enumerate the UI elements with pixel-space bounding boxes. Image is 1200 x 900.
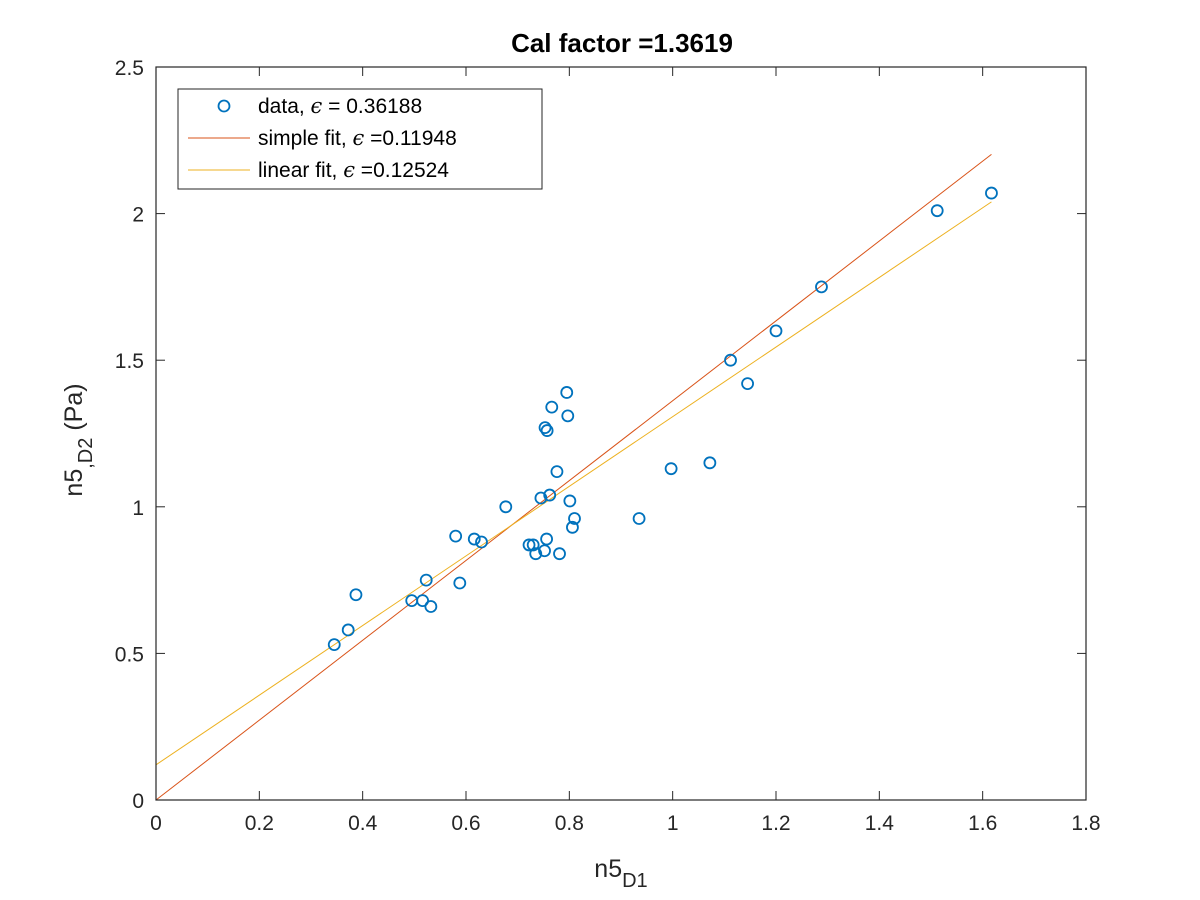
linear-fit-line xyxy=(155,201,992,766)
data-point xyxy=(741,377,754,391)
x-tick-label: 1.4 xyxy=(865,812,895,835)
data-point xyxy=(534,491,548,505)
legend-label-simple-fit-epsilon: ϵ xyxy=(353,126,365,150)
data-point xyxy=(327,638,341,652)
legend-marker-data xyxy=(217,99,231,113)
data-point xyxy=(526,538,540,552)
x-tick-label: 1.6 xyxy=(968,812,997,835)
data-point xyxy=(930,204,944,218)
legend-label-data-epsilon: ϵ xyxy=(311,94,323,118)
data-point xyxy=(453,576,467,590)
x-tick-label: 0.6 xyxy=(451,812,480,835)
data-point xyxy=(724,353,737,367)
y-axis-label: n5,D2 (Pa) xyxy=(60,383,97,496)
x-tick-label: 1 xyxy=(667,812,679,835)
legend-label-linear-fit-value: =0.12524 xyxy=(355,159,449,182)
legend-label-linear-fit-prefix: linear fit, xyxy=(258,159,343,182)
data-point xyxy=(538,544,551,558)
legend-label-simple-fit-value: =0.11948 xyxy=(364,127,456,150)
x-tick-label: 1.2 xyxy=(761,812,790,835)
data-point xyxy=(467,532,481,546)
legend-entry-simple-fit: simple fit, ϵ =0.11948 xyxy=(188,126,457,150)
x-tick-label: 0.2 xyxy=(245,812,274,835)
legend-label-simple-fit-prefix: simple fit, xyxy=(258,127,353,150)
x-axis-label: n5D1 xyxy=(594,855,647,892)
data-point xyxy=(499,500,513,514)
data-point xyxy=(349,588,363,602)
legend: data, ϵ = 0.36188 simple fit, ϵ =0.11948… xyxy=(177,88,543,190)
axes-box xyxy=(155,66,1087,801)
data-point xyxy=(550,465,564,479)
data-point xyxy=(664,462,678,476)
legend-label-data-value: = 0.36188 xyxy=(322,95,422,118)
y-tick-label: 0 xyxy=(132,790,144,813)
y-tick-label: 1 xyxy=(132,497,144,520)
data-point xyxy=(703,456,717,470)
simple-fit-line xyxy=(155,153,992,801)
x-tick-label: 0 xyxy=(150,812,162,835)
data-point xyxy=(341,623,355,637)
x-axis-label-base: n5 xyxy=(594,855,622,883)
data-point xyxy=(561,409,575,423)
data-point xyxy=(416,594,430,608)
data-point xyxy=(560,386,574,399)
data-point xyxy=(553,547,566,561)
data-point xyxy=(419,573,433,587)
x-tick-label: 0.4 xyxy=(348,812,378,835)
data-point xyxy=(985,186,998,200)
data-point xyxy=(538,421,552,435)
data-point xyxy=(543,488,557,502)
legend-entry-data: data, ϵ = 0.36188 xyxy=(217,94,422,118)
data-point xyxy=(522,538,536,552)
legend-label-data-prefix: data, xyxy=(258,95,311,118)
data-point xyxy=(540,424,554,437)
x-tick-label: 0.8 xyxy=(555,812,584,835)
y-axis-label-subscript: ,D2 xyxy=(75,438,97,469)
x-ticks: 0 0.2 0.4 0.6 0.8 1 1.2 1.4 1.6 1.8 xyxy=(150,67,1101,835)
data-point xyxy=(545,400,559,414)
legend-label-simple-fit: simple fit, ϵ =0.11948 xyxy=(258,126,457,150)
chart-title: Cal factor =1.3619 xyxy=(511,28,733,58)
y-axis-label-unit: (Pa) xyxy=(60,383,88,437)
data-point xyxy=(769,324,783,338)
y-tick-label: 2 xyxy=(132,204,144,227)
y-axis-label-base: n5 xyxy=(60,469,88,497)
data-point xyxy=(540,532,553,546)
data-point xyxy=(566,520,579,534)
data-point xyxy=(632,512,646,525)
legend-label-linear-fit: linear fit, ϵ =0.12524 xyxy=(258,158,449,182)
data-points xyxy=(327,186,998,652)
y-tick-label: 1.5 xyxy=(115,350,144,373)
y-tick-label: 2.5 xyxy=(115,57,144,80)
legend-box xyxy=(177,88,543,190)
y-tick-label: 0.5 xyxy=(115,643,144,666)
legend-label-linear-fit-epsilon: ϵ xyxy=(343,158,355,182)
data-point xyxy=(563,494,577,508)
x-tick-label: 1.8 xyxy=(1071,812,1100,835)
fit-lines xyxy=(155,153,992,801)
x-axis-label-subscript: D1 xyxy=(622,870,648,892)
data-point xyxy=(475,535,488,549)
data-point xyxy=(449,529,463,543)
legend-entry-linear-fit: linear fit, ϵ =0.12524 xyxy=(188,158,449,182)
data-point xyxy=(568,512,581,525)
data-point xyxy=(529,547,543,561)
data-point xyxy=(424,600,438,613)
y-ticks: 0 0.5 1 1.5 2 2.5 xyxy=(115,57,1086,813)
legend-label-data: data, ϵ = 0.36188 xyxy=(258,94,422,118)
data-point xyxy=(815,280,828,294)
